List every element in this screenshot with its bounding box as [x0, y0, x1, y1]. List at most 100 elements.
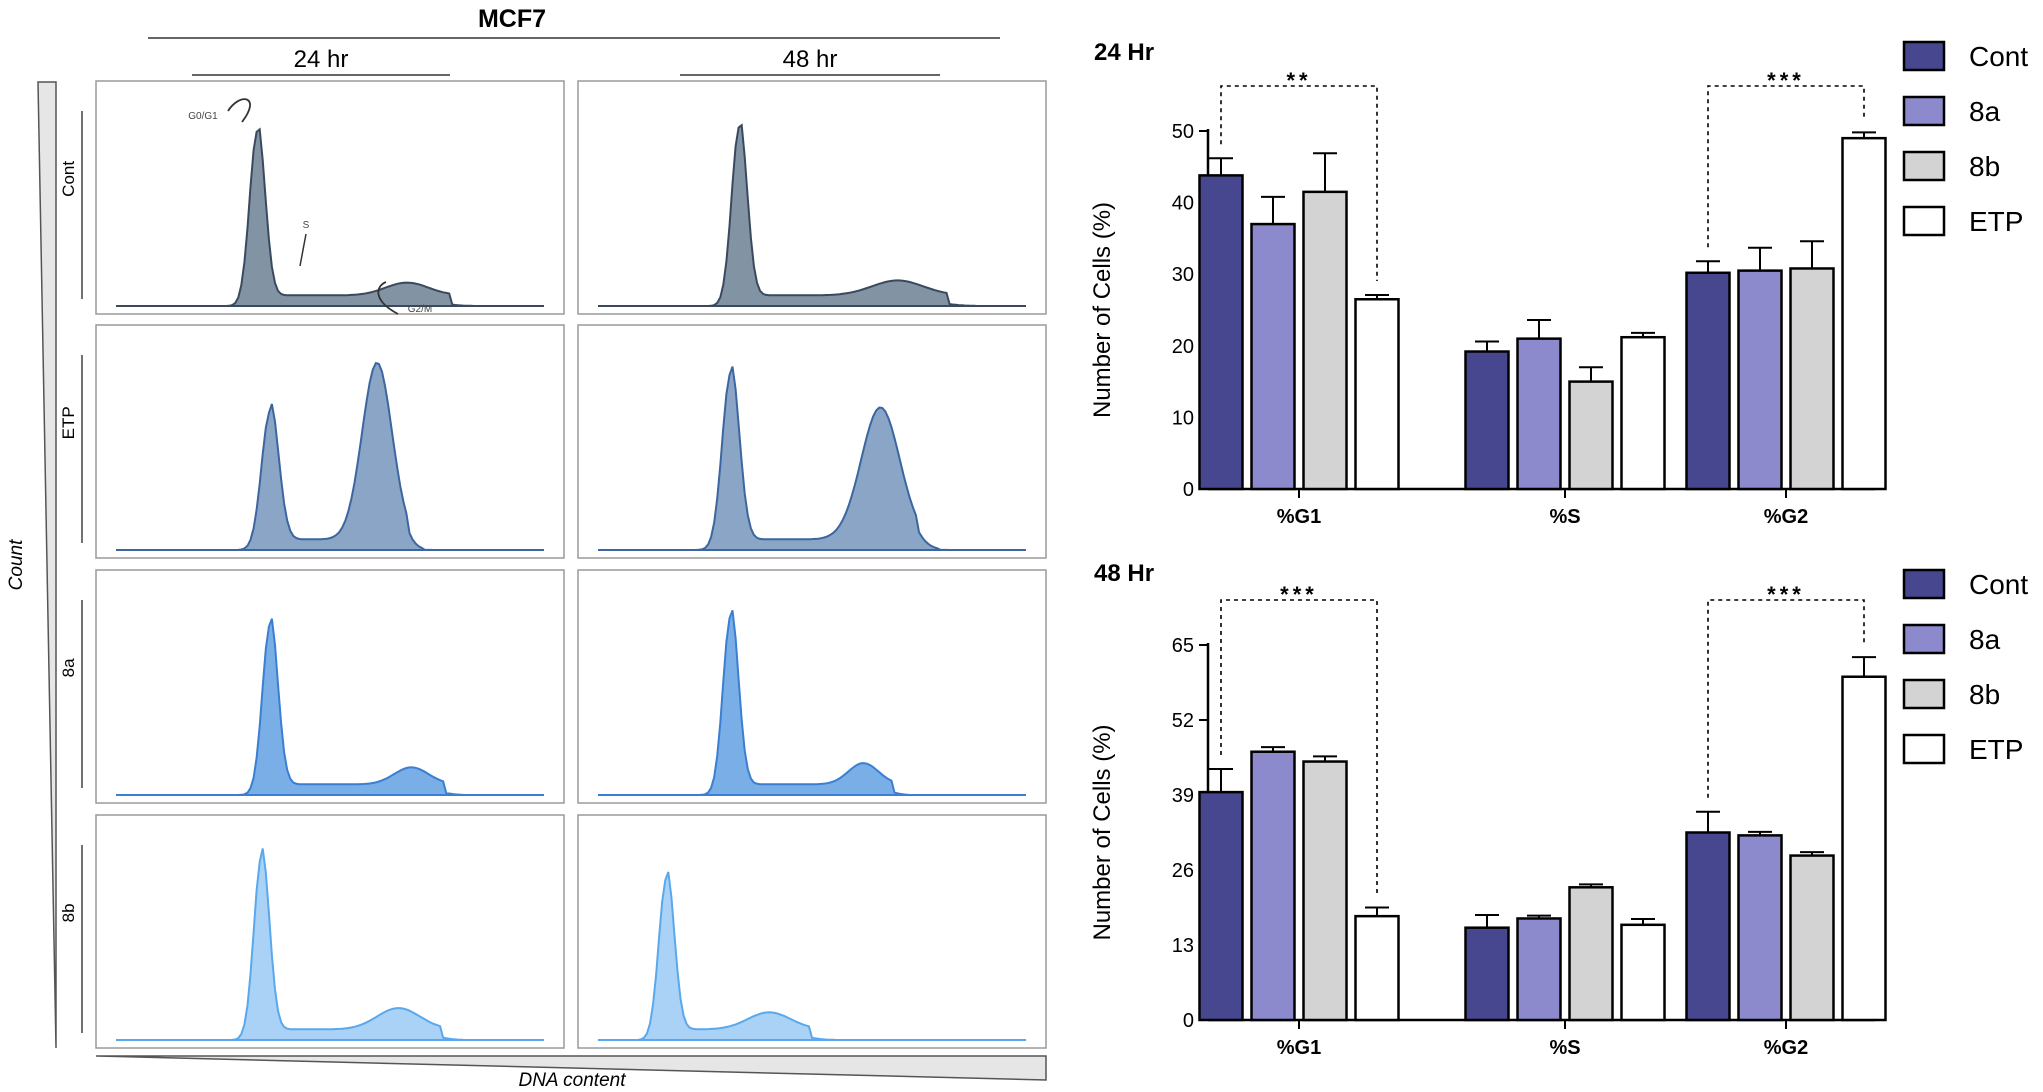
histogram-panel — [577, 80, 1047, 315]
count-wedge — [37, 81, 57, 1049]
x-tick-label: %G1 — [1277, 506, 1321, 528]
legend-swatch-etp — [1902, 733, 1946, 765]
count-axis-label: Count — [6, 539, 27, 590]
x-tick-label: %G1 — [1277, 1037, 1321, 1059]
bar-cont-g1 — [1198, 790, 1244, 1022]
arrow-g2m — [377, 281, 399, 315]
annotation-g0g1: G0/G1 — [188, 111, 218, 122]
row-label-8a: 8a — [59, 658, 78, 677]
y-tick-label: 39 — [1172, 785, 1194, 807]
y-tick-label: 50 — [1172, 121, 1194, 143]
bar-8b-s — [1568, 886, 1614, 1022]
row-label-cont: Cont — [59, 161, 78, 197]
y-axis-label: Number of Cells (%) — [1089, 202, 1116, 418]
histogram-panel — [577, 814, 1047, 1049]
x-tick-label: %S — [1549, 506, 1580, 528]
y-tick-label: 0 — [1183, 479, 1194, 501]
significance-bracket — [1220, 599, 1378, 894]
figure-title: MCF7 — [478, 5, 546, 33]
dna-content-axis-label: DNA content — [518, 1070, 626, 1091]
bar-etp-g2 — [1841, 675, 1887, 1022]
bar-cont-s — [1464, 350, 1510, 491]
legend-swatch-8a — [1902, 623, 1946, 655]
y-axis-label: Number of Cells (%) — [1089, 724, 1116, 940]
bar-cont-s — [1464, 926, 1510, 1022]
significance-label: *** — [1280, 582, 1318, 607]
bar-cont-g2 — [1685, 271, 1731, 491]
annotation-s: S — [303, 220, 310, 231]
bar-etp-g2 — [1841, 136, 1887, 491]
histogram-panel — [95, 569, 565, 804]
row-label-etp: ETP — [59, 406, 78, 439]
histogram-panel — [577, 324, 1047, 559]
histogram-cont-48hr — [598, 123, 1026, 307]
histogram-panel — [577, 569, 1047, 804]
significance-label: ** — [1286, 68, 1311, 93]
legend-label-etp: ETP — [1969, 734, 2023, 765]
legend-label-8b: 8b — [1969, 679, 2000, 710]
significance-label: *** — [1767, 582, 1805, 607]
histogram-etp-48hr — [598, 366, 1026, 551]
bar-8a-g2 — [1737, 269, 1783, 491]
legend-label-8a: 8a — [1969, 624, 2001, 655]
x-tick-label: %G2 — [1764, 1037, 1808, 1059]
legend-swatch-8a — [1902, 95, 1946, 127]
bar-chart-24hr: 24 Hr Number of Cells (%) 0 10 20 30 40 50 %G1 %S… — [1089, 39, 2028, 528]
legend-swatch-cont — [1902, 568, 1946, 600]
bar-etp-s — [1620, 335, 1666, 491]
legend-label-cont: Cont — [1969, 41, 2028, 72]
histogram-panel — [95, 324, 565, 559]
legend-label-8b: 8b — [1969, 151, 2000, 182]
histogram-panel — [95, 814, 565, 1049]
time-label-48hr: 48 hr — [783, 46, 838, 73]
y-tick-label: 40 — [1172, 193, 1194, 215]
bar-8b-s — [1568, 380, 1614, 491]
chart-title: 24 Hr — [1094, 39, 1154, 66]
legend-swatch-cont — [1902, 40, 1946, 72]
bar-8a-g1 — [1250, 750, 1296, 1022]
bar-etp-g1 — [1354, 914, 1400, 1022]
arrow-g0g1 — [227, 98, 251, 123]
histogram-8a-24hr — [116, 618, 544, 796]
significance-label: *** — [1767, 68, 1805, 93]
histogram-8b-48hr — [598, 871, 1026, 1041]
y-tick-label: 30 — [1172, 264, 1194, 286]
bar-8b-g2 — [1789, 267, 1835, 491]
bar-8b-g1 — [1302, 760, 1348, 1022]
arrow-s — [299, 233, 307, 267]
row-label-8b: 8b — [59, 903, 78, 922]
flow-cytometry-panel: MCF7 24 hr 48 hr Count DNA content Cont E… — [6, 5, 1047, 1091]
bar-etp-s — [1620, 923, 1666, 1022]
bar-8b-g1 — [1302, 190, 1348, 491]
legend-swatch-8b — [1902, 150, 1946, 182]
histogram-cont-24hr — [116, 127, 544, 307]
histogram-etp-24hr — [116, 361, 544, 551]
bar-8a-s — [1516, 337, 1562, 491]
y-tick-label: 13 — [1172, 935, 1194, 957]
significance-bracket — [1707, 599, 1865, 798]
y-tick-label: 20 — [1172, 336, 1194, 358]
x-tick-label: %G2 — [1764, 506, 1808, 528]
chart-title: 48 Hr — [1094, 560, 1154, 587]
y-tick-label: 26 — [1172, 860, 1194, 882]
y-tick-label: 65 — [1172, 635, 1194, 657]
bar-charts-panel: 24 Hr Number of Cells (%) 0 10 20 30 40 50 %G1 %S… — [1089, 39, 2028, 1059]
legend-swatch-etp — [1902, 205, 1946, 237]
bar-cont-g2 — [1685, 831, 1731, 1022]
y-tick-label: 0 — [1183, 1010, 1194, 1032]
bar-8b-g2 — [1789, 854, 1835, 1022]
bar-8a-g1 — [1250, 222, 1296, 491]
y-tick-label: 10 — [1172, 407, 1194, 429]
legend-label-cont: Cont — [1969, 569, 2028, 600]
bar-cont-g1 — [1198, 174, 1244, 491]
legend-swatch-8b — [1902, 678, 1946, 710]
significance-bracket — [1707, 85, 1865, 248]
histogram-8b-24hr — [116, 848, 544, 1041]
bar-8a-s — [1516, 917, 1562, 1022]
histogram-8a-48hr — [598, 610, 1026, 796]
y-tick-label: 52 — [1172, 710, 1194, 732]
legend-label-8a: 8a — [1969, 96, 2001, 127]
bar-etp-g1 — [1354, 298, 1400, 491]
significance-bracket — [1220, 85, 1378, 281]
